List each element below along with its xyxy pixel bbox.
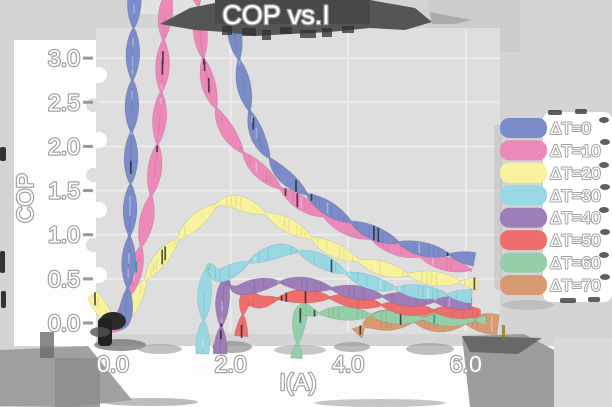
y-tick-label: 0.5 — [48, 266, 80, 292]
legend-label: ΔT=60 — [550, 254, 601, 273]
y-tick-labels: 3.0 2.5 2.0 1.5 1.0 0.5 0.0 — [47, 44, 81, 338]
legend-box — [543, 112, 612, 302]
legend-labels: ΔT=0 ΔT=10 ΔT=20 ΔT=30 ΔT=40 ΔT=50 ΔT=60… — [549, 118, 602, 296]
legend-swatch — [500, 162, 547, 183]
x-tick-label: 4.0 — [332, 351, 364, 377]
data-series-ribbons — [87, 0, 500, 360]
legend-label: ΔT=10 — [550, 141, 601, 160]
y-tick-label: 2.0 — [48, 133, 80, 159]
legend-label: ΔT=30 — [550, 186, 601, 205]
legend-label: ΔT=70 — [550, 276, 601, 295]
legend-label: ΔT=0 — [550, 119, 591, 138]
legend-swatch — [500, 275, 547, 295]
legend-label: ΔT=50 — [550, 231, 601, 250]
y-axis-title: COP — [12, 173, 38, 223]
stray-ink-marks — [0, 147, 505, 340]
legend-swatch — [500, 140, 547, 161]
legend-swatch — [500, 230, 547, 251]
chart-title: COP vs.I — [222, 0, 330, 30]
legend-sketch-border — [548, 109, 610, 303]
axis-shadow-smudges — [0, 300, 612, 407]
legend-swatch — [500, 185, 547, 206]
y-tick-label: 3.0 — [48, 45, 80, 71]
y-tick-label: 1.5 — [48, 178, 80, 204]
series-ribbon-5 — [234, 288, 481, 338]
x-axis-title: I(A) — [279, 369, 316, 395]
y-tick-label: 1.0 — [48, 222, 80, 248]
legend-swatch — [500, 118, 547, 138]
y-tick-marks — [83, 56, 93, 325]
series-ribbon-3 — [195, 243, 473, 355]
legend-label: ΔT=40 — [550, 209, 601, 228]
y-axis-label-strip — [14, 40, 96, 346]
legend-shadow — [494, 125, 502, 290]
legend: ΔT=0 ΔT=10 ΔT=20 ΔT=30 ΔT=40 ΔT=50 ΔT=60… — [494, 109, 612, 303]
x-tick-labels: 0.0 2.0 4.0 6.0 — [96, 350, 483, 379]
legend-swatch — [500, 252, 547, 273]
legend-swatch — [500, 207, 547, 228]
x-tick-label: 2.0 — [215, 351, 247, 377]
y-tick-label: 2.5 — [48, 89, 80, 115]
series-ribbon-4 — [212, 276, 473, 355]
title-shadow-blob — [160, 0, 472, 40]
y-tick-label: 0.0 — [48, 310, 80, 336]
legend-swatches — [500, 118, 547, 295]
origin-ink-blob — [90, 312, 126, 346]
torn-edge-decoration — [86, 67, 107, 283]
x-tick-label: 6.0 — [450, 351, 482, 377]
series-ribbon-6 — [290, 303, 487, 360]
legend-label: ΔT=20 — [550, 164, 601, 183]
x-tick-label: 0.0 — [97, 351, 129, 377]
